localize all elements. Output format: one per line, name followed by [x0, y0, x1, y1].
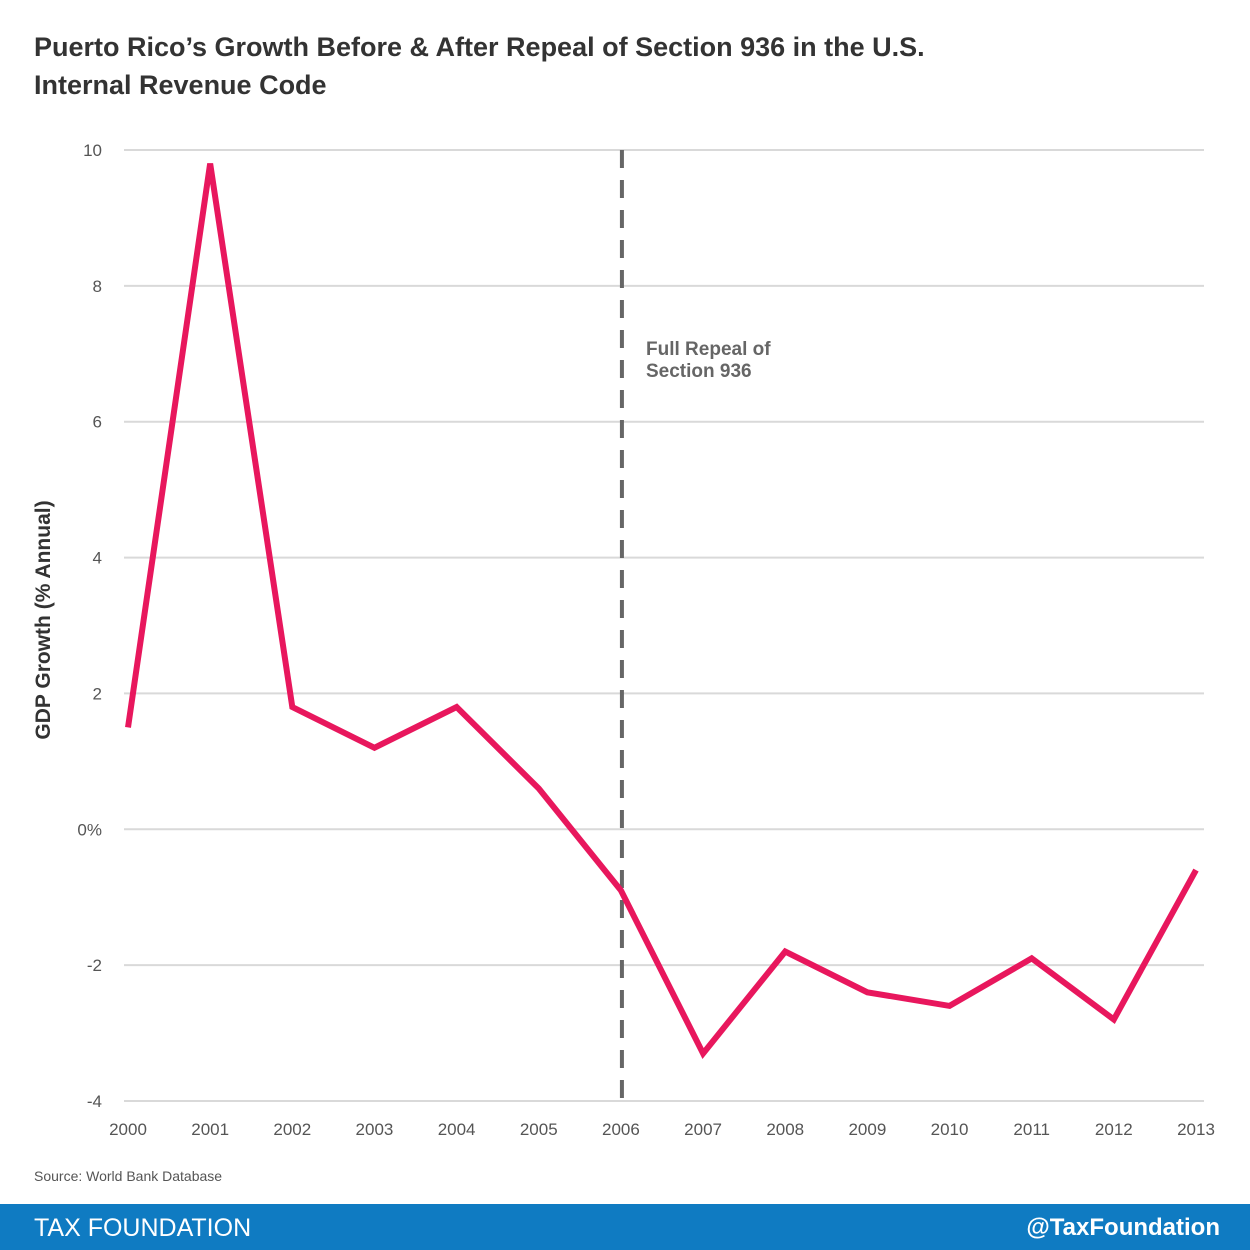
y-tick-label: 4 — [93, 549, 102, 568]
annotation-label: Full Repeal of — [646, 339, 771, 360]
x-tick-label: 2001 — [191, 1120, 229, 1139]
annotation-label: Section 936 — [646, 361, 752, 382]
x-tick-label: 2007 — [684, 1120, 722, 1139]
chart-title: Puerto Rico’s Growth Before & After Repe… — [34, 32, 925, 100]
x-tick-label: 2010 — [931, 1120, 969, 1139]
y-tick-label: 6 — [93, 413, 102, 432]
x-tick-label: 2004 — [438, 1120, 476, 1139]
series-line — [125, 163, 1199, 1059]
x-tick-label: 2012 — [1095, 1120, 1133, 1139]
y-tick-label: 2 — [93, 684, 102, 703]
x-tick-label: 2013 — [1177, 1120, 1215, 1139]
x-tick-label: 2005 — [520, 1120, 558, 1139]
twitter-handle[interactable]: @TaxFoundation — [1026, 1214, 1220, 1241]
y-tick-label: 0% — [77, 820, 102, 839]
brand-logo-text: TAX FOUNDATION — [34, 1214, 252, 1242]
x-tick-label: 2003 — [356, 1120, 394, 1139]
y-tick-label: -4 — [87, 1092, 102, 1111]
x-tick-label: 2000 — [109, 1120, 147, 1139]
x-tick-label: 2008 — [766, 1120, 804, 1139]
y-tick-label: 10 — [83, 141, 102, 160]
x-tick-label: 2002 — [273, 1120, 311, 1139]
footer-bar: TAX FOUNDATION @TaxFoundation — [0, 1204, 1250, 1250]
x-tick-label: 2011 — [1013, 1120, 1050, 1139]
x-tick-label: 2009 — [848, 1120, 886, 1139]
y-tick-label: -2 — [87, 956, 102, 975]
source-note: Source: World Bank Database — [34, 1168, 223, 1184]
y-axis-label: GDP Growth (% Annual) — [32, 500, 55, 739]
line-chart: 10 8 6 4 2 0% -2 -4 2000 2001 2002 2003 2004 2005 200… — [32, 141, 1215, 1139]
y-tick-label: 8 — [93, 277, 102, 296]
x-tick-label: 2006 — [602, 1120, 640, 1139]
